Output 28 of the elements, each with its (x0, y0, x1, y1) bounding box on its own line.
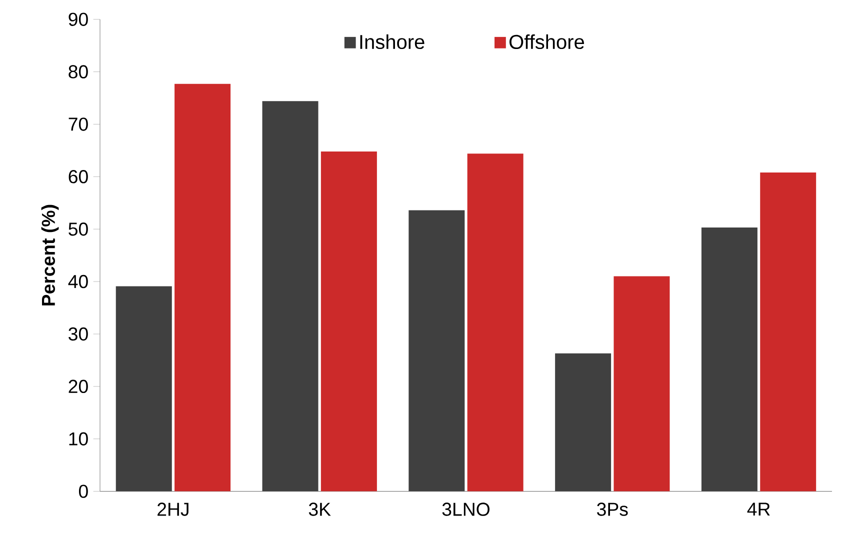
y-tick-label: 30 (68, 327, 88, 341)
y-axis-title: Percent (%) (41, 204, 59, 306)
y-tick-label: 0 (78, 484, 88, 498)
bar (614, 276, 670, 492)
legend-label: Offshore (510, 34, 584, 50)
y-tick-label: 40 (68, 274, 88, 288)
bar (320, 151, 377, 492)
y-tick-label: 80 (68, 65, 88, 78)
bar (467, 154, 524, 492)
y-tick-label: 10 (69, 432, 88, 446)
x-tick-label: 4R (747, 502, 770, 516)
bar (408, 210, 465, 492)
bar (555, 353, 612, 492)
bar (760, 172, 816, 492)
y-tick-label: 70 (68, 118, 88, 131)
x-tick-label: 2HJ (158, 502, 188, 516)
y-tick-label: 50 (68, 222, 88, 236)
bar (116, 286, 172, 492)
legend-label: Inshore (360, 34, 424, 50)
y-tick-label: 60 (68, 170, 88, 184)
x-tick-label: 3Ps (597, 502, 628, 516)
bar (174, 84, 231, 492)
x-tick-label: 3K (308, 502, 331, 516)
y-tick-label: 20 (68, 380, 88, 394)
bar (701, 228, 758, 492)
y-tick-label: 90 (68, 12, 88, 26)
bar (262, 101, 318, 492)
x-tick-label: 3LNO (442, 502, 490, 516)
